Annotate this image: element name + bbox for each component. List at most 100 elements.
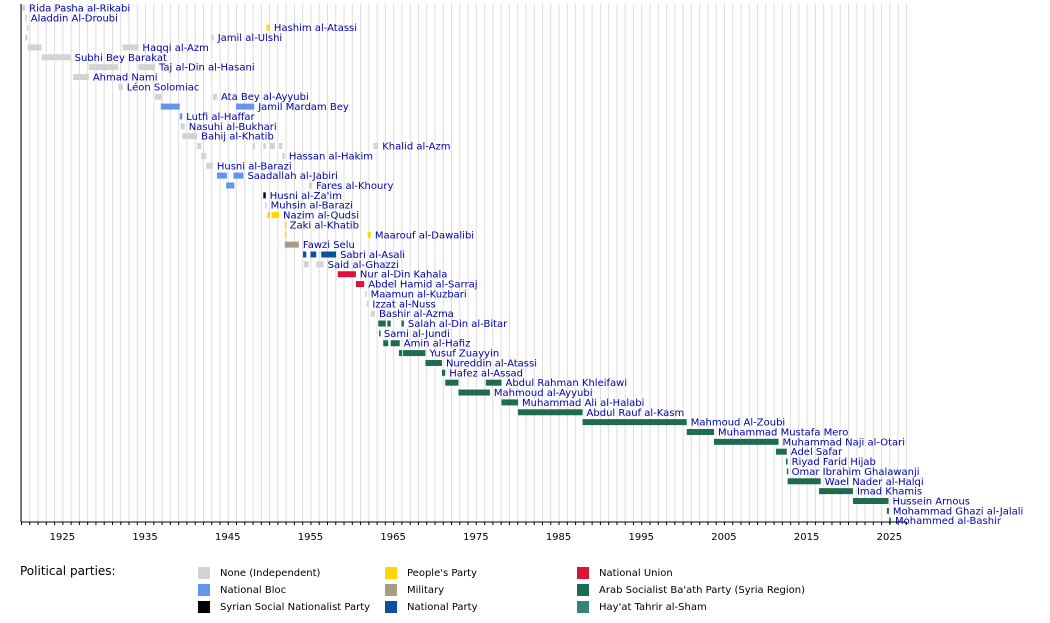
name-label: Jamil Mardam Bey	[257, 102, 349, 113]
name-label: Fawzi Selu	[303, 240, 355, 251]
name-label: Zaki al-Khatib	[290, 220, 359, 231]
term-bar	[25, 14, 27, 21]
name-label: Muhsin al-Barazi	[271, 201, 353, 212]
term-bar	[401, 320, 404, 327]
name-label: Jamil al-Ulshi	[217, 33, 282, 44]
name-label: Abdul Rahman Khleifawi	[505, 378, 627, 389]
name-label: Hussein Arnous	[893, 497, 971, 508]
legend-swatch	[577, 584, 589, 596]
tick-label: 1955	[298, 532, 323, 543]
name-label: Izzat al-Nuss	[372, 299, 435, 310]
term-bar	[21, 5, 26, 11]
term-bar	[582, 419, 687, 426]
name-label: Bahij al-Khatib	[201, 132, 274, 143]
name-label: Mahmoud Al-Zoubi	[691, 418, 785, 429]
term-bar	[370, 310, 375, 317]
term-bar	[888, 517, 892, 524]
tick-label: 1925	[50, 532, 75, 543]
term-bar	[321, 251, 337, 258]
term-bar	[182, 133, 198, 140]
legend-label: People's Party	[407, 567, 478, 579]
term-bar	[138, 64, 155, 71]
tick-label: 1985	[546, 532, 571, 543]
term-bar	[398, 350, 403, 357]
legend-label: National Bloc	[220, 584, 287, 596]
name-label: Muhammad Mustafa Mero	[718, 427, 848, 438]
term-bar	[73, 74, 89, 81]
legend-item: Syrian Social Nationalist Party	[198, 600, 370, 614]
name-label: Ahmad Nami	[93, 73, 158, 84]
name-label: Salah al-Din al-Bitar	[408, 319, 508, 330]
term-bar	[367, 231, 371, 238]
name-label: Mohammed al-Bashir	[895, 516, 1002, 527]
legend-item: National Party	[385, 600, 478, 614]
legend-title: Political parties:	[20, 564, 116, 578]
name-label: Saadallah al-Jabiri	[247, 171, 337, 182]
name-label: Muhammad Naji al-Otari	[783, 437, 906, 448]
name-label: Adel Safar	[791, 447, 843, 458]
name-label: Taj al-Din al-Hasani	[158, 63, 255, 74]
term-bar	[211, 34, 214, 41]
legend-label: Hay'at Tahrir al-Sham	[599, 601, 707, 613]
tick-label: 1965	[380, 532, 405, 543]
term-bar	[383, 340, 389, 347]
name-label: Abdul Rauf al-Kasm	[587, 408, 685, 419]
term-bar	[776, 448, 787, 455]
name-label: Haqqi al-Azm	[142, 43, 208, 54]
term-bar	[25, 34, 28, 41]
legend-item: Arab Socialist Ba'ath Party (Syria Regio…	[577, 583, 805, 597]
term-bar	[308, 182, 313, 189]
legend-item: National Bloc	[198, 583, 286, 597]
legend-swatch	[385, 601, 397, 613]
term-bar	[378, 320, 386, 327]
term-bar	[154, 93, 162, 100]
term-bar	[686, 428, 715, 435]
legend-label: National Party	[407, 601, 478, 613]
name-label: Bashir al-Azma	[379, 309, 454, 320]
term-bar	[785, 458, 788, 465]
name-label: Maamun al-Kuzbari	[371, 289, 467, 300]
term-bar	[366, 300, 369, 307]
name-label: Sami al-Jundi	[384, 329, 450, 340]
term-bar	[485, 379, 502, 386]
term-bar	[518, 409, 583, 416]
term-bar	[41, 54, 71, 61]
term-bar	[303, 261, 309, 268]
term-bar	[26, 24, 29, 31]
term-bar	[88, 64, 119, 71]
term-bar	[233, 172, 244, 179]
name-label: Rida Pasha al-Rikabi	[29, 4, 130, 15]
x-axis: 1925 1935 1945 1955 1965 1975 1985 1995 2005 2015…	[20, 4, 907, 543]
name-label: Lutfi al-Haffar	[186, 112, 255, 123]
term-bar	[282, 152, 285, 159]
legend-label: Syrian Social Nationalist Party	[220, 601, 371, 613]
term-bar	[403, 350, 426, 357]
term-bar	[263, 192, 266, 199]
name-label: Hashim al-Atassi	[274, 23, 357, 34]
term-bar	[266, 24, 270, 31]
year-gridlines	[21, 4, 907, 522]
name-label: Husni al-Za'im	[270, 191, 342, 202]
name-label: Nur al-Din Kahala	[360, 270, 448, 281]
term-bar	[337, 271, 356, 278]
term-bar	[264, 202, 267, 209]
name-label: Léon Solomiac	[127, 81, 200, 93]
term-bar	[458, 389, 490, 396]
name-label: Muhammad Ali al-Halabi	[522, 398, 644, 409]
term-bar	[284, 241, 299, 248]
term-bar	[267, 212, 270, 219]
tick-label: 2015	[794, 532, 819, 543]
name-label: Nasuhi al-Bukhari	[189, 122, 277, 133]
term-bar	[279, 143, 283, 150]
legend-swatch	[198, 601, 210, 613]
term-bar	[197, 143, 202, 150]
tick-label: 2025	[877, 532, 902, 543]
term-bar	[122, 44, 139, 51]
term-bar	[373, 143, 379, 150]
name-label: Wael Nader al-Halqi	[825, 477, 924, 488]
legend-label: Military	[407, 584, 445, 596]
term-bar	[355, 281, 365, 288]
legend-item: Hay'at Tahrir al-Sham	[577, 600, 707, 614]
tick-label: 1975	[463, 532, 488, 543]
